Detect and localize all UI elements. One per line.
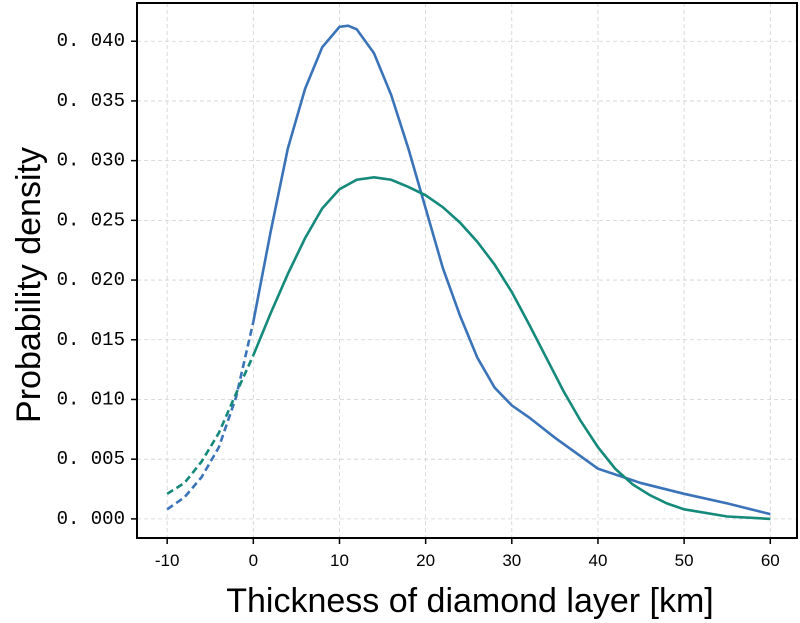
y-tick-label: 0. 015 <box>57 329 125 351</box>
x-tick-label: 40 <box>589 551 608 570</box>
line <box>166 321 255 511</box>
y-tick-label: 0. 010 <box>57 388 125 410</box>
x-axis-label: Thickness of diamond layer [km] <box>226 582 714 620</box>
y-tick-label: 0. 005 <box>57 448 125 470</box>
y-axis-label: Probability density <box>10 147 48 423</box>
y-tick-label: 0. 025 <box>57 209 125 231</box>
line <box>252 24 771 516</box>
x-tick-label: 50 <box>675 551 694 570</box>
x-tick-label: 0 <box>249 551 258 570</box>
line <box>252 176 771 521</box>
y-tick-label: 0. 035 <box>57 90 125 112</box>
x-tick-label: 60 <box>761 551 780 570</box>
y-tick-label: 0. 020 <box>57 269 125 291</box>
y-tick-label: 0. 030 <box>57 150 125 172</box>
x-tick-label: 30 <box>502 551 521 570</box>
x-tick-label: 10 <box>330 551 349 570</box>
y-tick-label: 0. 040 <box>57 30 125 52</box>
plot-frame <box>136 2 798 539</box>
x-tick-label: -10 <box>155 551 180 570</box>
x-tick-label: 20 <box>416 551 435 570</box>
line <box>166 354 255 495</box>
y-tick-label: 0. 000 <box>57 508 125 530</box>
